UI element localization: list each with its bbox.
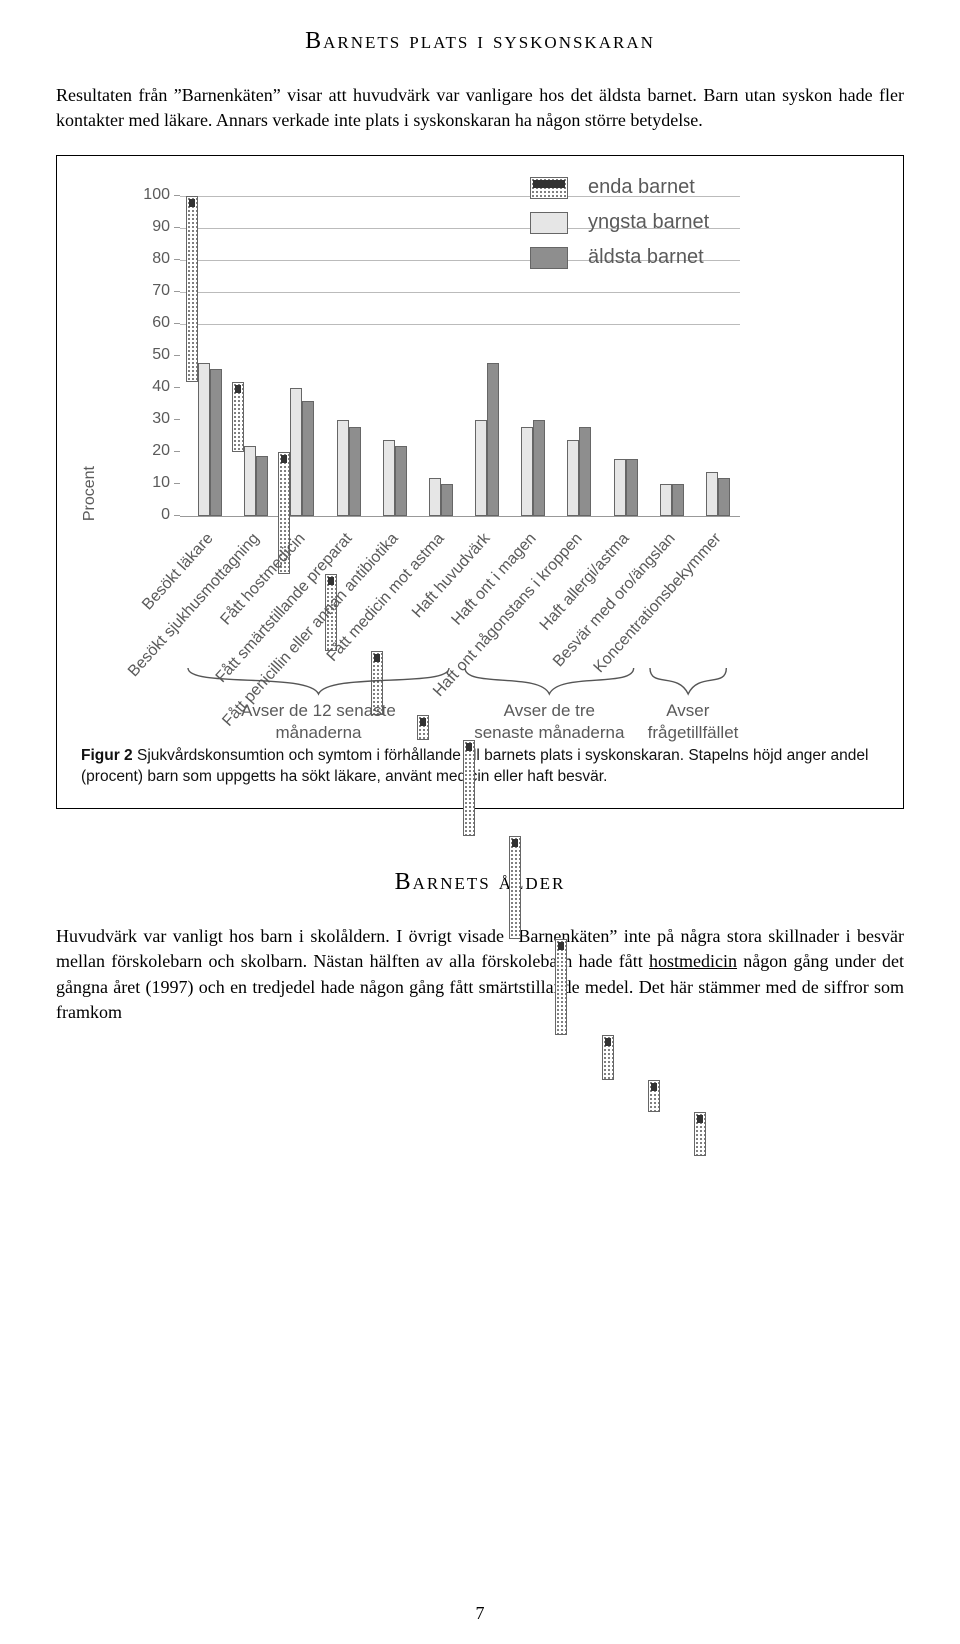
bar: [579, 427, 591, 517]
bar: [198, 363, 210, 517]
section-title-2: Barnets ålder: [56, 869, 904, 896]
bar: [290, 388, 302, 516]
bar: [383, 440, 395, 517]
section2-paragraph: Huvudvärk var vanligt hos barn i skolåld…: [56, 924, 904, 1025]
legend-swatch: [530, 247, 568, 269]
legend-item: yngsta barnet: [530, 211, 709, 234]
bar: [210, 369, 222, 516]
bar: [567, 440, 579, 517]
bar: [349, 427, 361, 517]
group-label: Avser de 12 senastemånaderna: [186, 700, 451, 743]
p2-underlined: hostmedicin: [649, 951, 737, 971]
y-axis-label: Procent: [81, 466, 99, 521]
bar: [232, 382, 244, 452]
chart-legend: enda barnet yngsta barnet äldsta barnet: [530, 176, 709, 281]
y-tick: 50: [140, 346, 170, 364]
section-title-1: Barnets plats i syskonskaran: [56, 28, 904, 55]
page-number: 7: [0, 1603, 960, 1624]
figure-caption: Figur 2 Sjukvårdskonsumtion och symtom i…: [81, 746, 879, 788]
group-brace: Avserfrågetillfället: [648, 666, 728, 743]
bar: [429, 478, 441, 516]
y-tick: 0: [140, 506, 170, 524]
y-tick: 30: [140, 410, 170, 428]
bar: [614, 459, 626, 517]
bar: [302, 401, 314, 516]
brace-row: Avser de 12 senastemånaderna Avser de tr…: [180, 536, 740, 736]
bar: [626, 459, 638, 517]
figure-caption-lead: Figur 2: [81, 747, 133, 764]
y-tick: 80: [140, 250, 170, 268]
bar: [395, 446, 407, 516]
bar: [602, 1035, 614, 1080]
group-label: Avser de tresenaste månaderna: [463, 700, 636, 743]
section1-paragraph: Resultaten från ”Barnenkäten” visar att …: [56, 83, 904, 133]
bar: [186, 196, 198, 382]
bar: [706, 472, 718, 517]
bar: [475, 420, 487, 516]
bar: [660, 484, 672, 516]
bar: [533, 420, 545, 516]
y-tick: 100: [140, 186, 170, 204]
y-tick: 60: [140, 314, 170, 332]
bar: [487, 363, 499, 517]
bar: [256, 456, 268, 517]
y-tick: 40: [140, 378, 170, 396]
legend-item: äldsta barnet: [530, 246, 709, 269]
bar: [244, 446, 256, 516]
figure-2-box: Procent 0102030405060708090100Besökt läk…: [56, 155, 904, 809]
bar: [463, 740, 475, 836]
bar: [337, 420, 349, 516]
bar: [509, 836, 521, 938]
legend-swatch: [530, 177, 568, 199]
legend-label: äldsta barnet: [588, 246, 704, 269]
legend-label: yngsta barnet: [588, 211, 709, 234]
gridline: [180, 324, 740, 325]
gridline: [180, 292, 740, 293]
bar: [672, 484, 684, 516]
bar: [718, 478, 730, 516]
group-label: Avserfrågetillfället: [648, 700, 728, 743]
chart-area: Procent 0102030405060708090100Besökt läk…: [100, 196, 860, 736]
bar: [521, 427, 533, 517]
y-tick: 10: [140, 474, 170, 492]
group-brace: Avser de 12 senastemånaderna: [186, 666, 451, 743]
legend-item: enda barnet: [530, 176, 709, 199]
y-tick: 20: [140, 442, 170, 460]
bar: [648, 1080, 660, 1112]
y-tick: 70: [140, 282, 170, 300]
legend-swatch: [530, 212, 568, 234]
group-brace: Avser de tresenaste månaderna: [463, 666, 636, 743]
legend-label: enda barnet: [588, 176, 695, 199]
bar: [441, 484, 453, 516]
bar: [555, 939, 567, 1035]
y-tick: 90: [140, 218, 170, 236]
bar: [694, 1112, 706, 1157]
